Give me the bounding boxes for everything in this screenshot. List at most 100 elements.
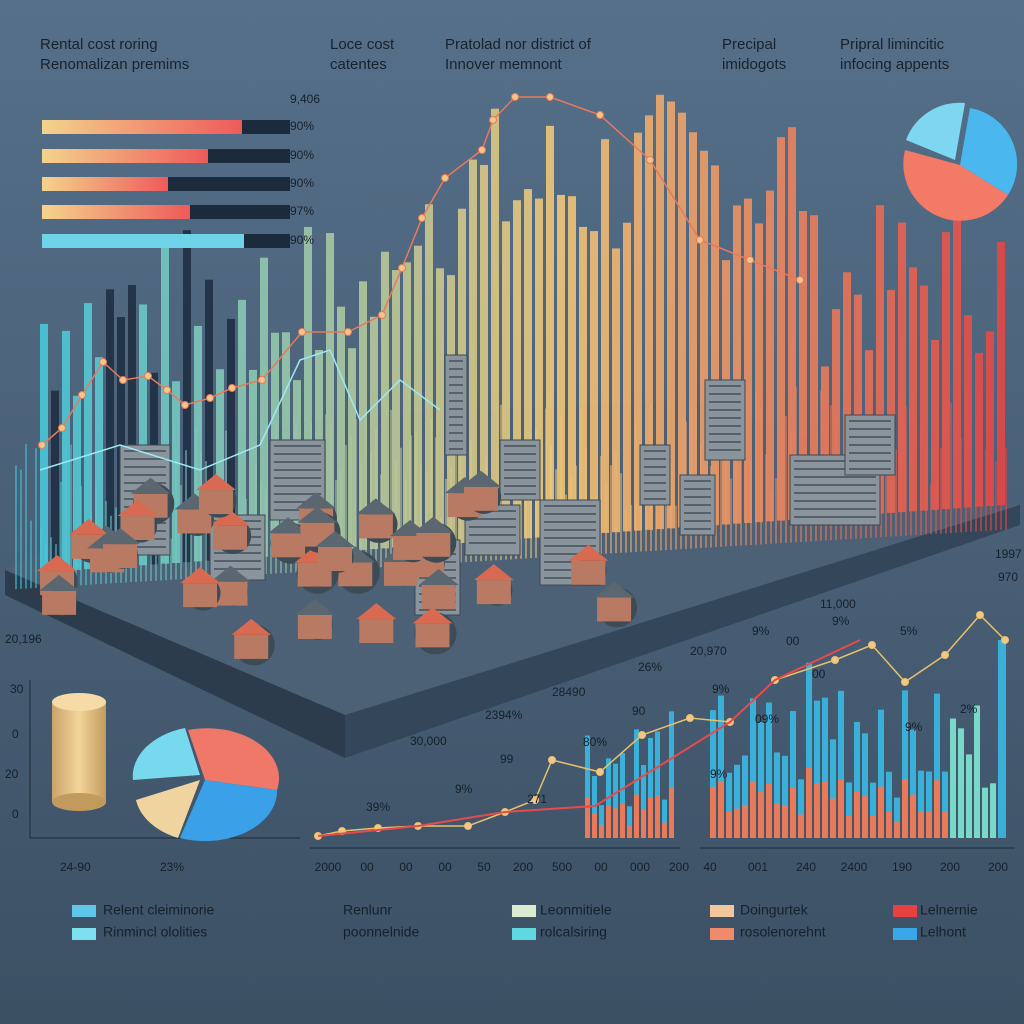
city-bar (700, 150, 708, 526)
city-bar (711, 165, 719, 526)
city-bar (425, 204, 433, 546)
bottom-bar (798, 814, 804, 838)
label: 500 (552, 860, 572, 874)
stripe (890, 481, 892, 537)
city-bar (777, 137, 785, 521)
stripe (920, 421, 922, 535)
roof (209, 509, 250, 526)
city-bar (601, 139, 609, 533)
stripe (755, 391, 757, 545)
stripe (410, 435, 412, 566)
label: Pratolad nor district of (445, 36, 592, 53)
bottom-bar (774, 752, 780, 838)
label: 1997 (995, 547, 1022, 561)
bottom-bar (613, 763, 618, 838)
bottom-bar (846, 815, 852, 838)
bottom-bar (710, 710, 716, 838)
city-bar (84, 303, 92, 570)
legend-swatch (893, 905, 917, 917)
trend-line-dot (119, 376, 127, 384)
stripe (280, 469, 282, 574)
city-bar (645, 115, 653, 530)
trend-line-dot (344, 328, 352, 336)
roof (314, 531, 355, 548)
bottom-line-dot (548, 756, 556, 764)
stripe (970, 438, 972, 532)
city-bar (964, 315, 972, 508)
label: 11,000 (820, 597, 856, 611)
bottom-bar (966, 754, 972, 838)
house (42, 590, 77, 615)
stripe (935, 476, 937, 534)
stripe (400, 447, 402, 566)
bottom-line-dot (868, 641, 876, 649)
house (297, 614, 332, 639)
bottom-line-red (317, 639, 861, 837)
label: infocing appents (840, 56, 949, 73)
label: 000 (630, 860, 650, 874)
bottom-bar (634, 794, 639, 838)
city-bar (491, 108, 499, 541)
pie-slice (960, 108, 1018, 195)
label: 200 (669, 860, 689, 874)
stripe (325, 414, 327, 571)
stripe (560, 416, 562, 557)
house (198, 490, 233, 515)
bottom-bar (902, 778, 908, 838)
stripe (265, 488, 267, 575)
stripe (630, 504, 632, 553)
bottom-bar (710, 786, 716, 838)
city-bar (799, 211, 807, 520)
city-bar (931, 339, 939, 510)
roof (210, 565, 251, 582)
progress-fill (42, 149, 208, 163)
label: 9% (905, 720, 923, 734)
trend-line-dot (144, 372, 152, 380)
label: 90% (290, 119, 314, 133)
bottom-bar (669, 787, 674, 838)
stripe (365, 409, 367, 569)
bottom-bar (934, 693, 940, 838)
bottom-bar (726, 811, 732, 838)
bottom-bar (910, 794, 916, 838)
stripe (330, 423, 332, 571)
stripe (715, 479, 717, 548)
bottom-bar (814, 700, 820, 838)
trend-line-dot (746, 256, 754, 264)
trend-line-dot (646, 156, 654, 164)
roof (412, 607, 453, 624)
stripe (745, 391, 747, 546)
bottom-bar (822, 781, 828, 838)
stripe (350, 434, 352, 569)
label: 001 (748, 860, 768, 874)
city-bar (579, 226, 587, 535)
stripe (995, 461, 997, 531)
bottom-bar (926, 771, 932, 838)
label: 90% (290, 176, 314, 190)
bottom-bar (862, 796, 868, 838)
stripe (340, 469, 342, 570)
label: 09% (755, 712, 779, 726)
roof (231, 618, 272, 635)
roof (195, 474, 236, 491)
city-bar (876, 205, 884, 514)
city-bar (513, 200, 521, 540)
label: Renlunr (343, 902, 392, 918)
bottom-bar (742, 755, 748, 838)
trend-line-dot (228, 384, 236, 392)
stripe (980, 384, 982, 532)
stripe (955, 381, 957, 533)
city-bar (843, 272, 851, 516)
label: 99 (500, 752, 514, 766)
stripe (415, 431, 417, 566)
label: Rinmincl ololities (103, 924, 207, 940)
bottom-bar (662, 822, 667, 838)
stripe (990, 460, 992, 531)
city-bar (238, 299, 246, 559)
bottom-bar (862, 733, 868, 838)
roof (356, 603, 397, 620)
label: catentes (330, 56, 387, 73)
building (704, 379, 746, 461)
stripe (395, 459, 397, 567)
trend-line-cyan (39, 349, 441, 471)
